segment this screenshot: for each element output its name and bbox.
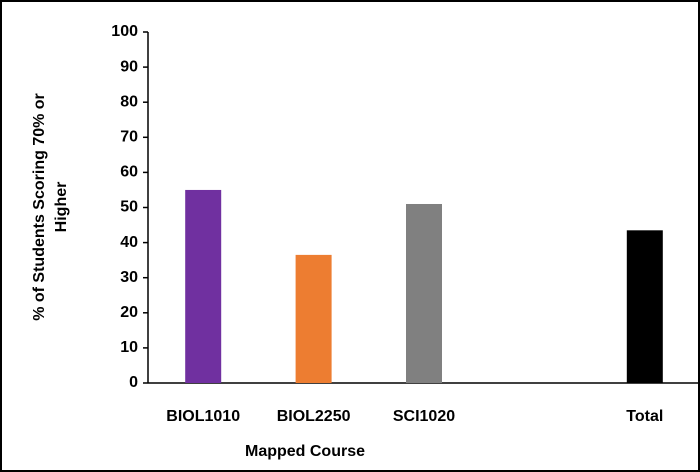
y-tick-label: 90	[120, 58, 138, 75]
x-tick-label: SCI1020	[393, 408, 455, 425]
bar	[406, 203, 442, 383]
y-tick-label: 80	[120, 93, 138, 110]
bar	[185, 189, 222, 383]
y-tick-label: 40	[120, 234, 138, 251]
y-tick-label: 70	[120, 129, 138, 146]
y-axis-label-line: Higher	[53, 182, 70, 233]
y-tick-label: 20	[120, 304, 138, 321]
y-tick-label: 50	[120, 199, 138, 216]
x-tick-label: Total	[626, 408, 663, 425]
y-tick-label: 0	[129, 374, 138, 391]
y-tick-label: 100	[111, 23, 138, 40]
y-axis-label-line: % of Students Scoring 70% or	[31, 93, 48, 321]
y-tick-label: 10	[120, 339, 138, 356]
bar	[295, 254, 332, 383]
y-tick-label: 30	[120, 269, 138, 286]
x-axis-label: Mapped Course	[245, 443, 365, 460]
y-tick-label: 60	[120, 164, 138, 181]
x-tick-label: BIOL1010	[166, 408, 240, 425]
bar	[626, 230, 663, 383]
y-axis-label: % of Students Scoring 70% or Higher	[31, 93, 70, 321]
x-tick-label: BIOL2250	[277, 408, 351, 425]
